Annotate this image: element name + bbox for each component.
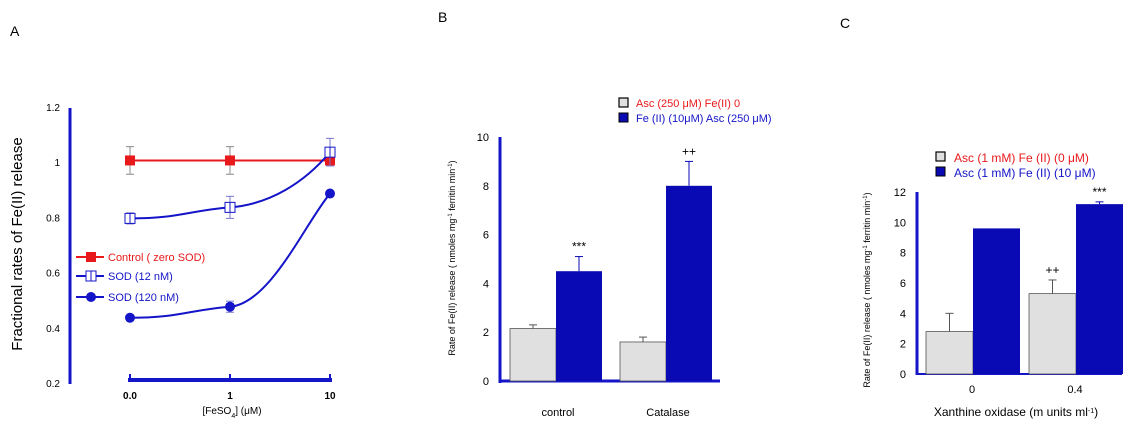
legend-control-marker <box>86 252 96 262</box>
panel-a-x-label: [FeSO4] (μM) <box>202 406 261 420</box>
panel-c-chart: 0 2 4 6 8 10 12 ++ *** Rate of Fe(II) release (… <box>862 151 1123 419</box>
panel-b-legend-label-1: Asc (250 μM) Fe(II) 0 <box>636 98 740 110</box>
panel-c-legend-swatch-2 <box>935 166 946 177</box>
panel-a-y-label: Fractional rates of Fe(II) release <box>9 137 26 350</box>
panel-b-legend-swatch-2 <box>618 112 629 123</box>
panel-b-category-catalase: Catalase <box>646 407 689 419</box>
panel-c-y-tick-label: 10 <box>894 217 906 229</box>
panel-a-y-tick-label: 0.4 <box>46 324 60 335</box>
panel-b-bar-0-1 <box>556 271 602 381</box>
panel-b-y-tick-label: 6 <box>483 230 489 242</box>
panel-a-point-control <box>125 155 135 166</box>
panel-b-chart: 0 2 4 6 8 10 *** ++ Rate of Fe(II) release ( n… <box>447 97 772 419</box>
panel-a-point-sod120 <box>225 301 235 312</box>
panel-b-y-tick-label: 4 <box>483 278 489 290</box>
panel-b-significance-label: *** <box>572 240 586 254</box>
panel-a-y-tick-label: 0.6 <box>46 269 60 280</box>
panel-b-legend-swatch-1 <box>618 97 629 108</box>
panel-a-point-control <box>225 155 235 166</box>
panel-c-category-0: 0 <box>969 384 975 396</box>
panel-c-significance-label: ++ <box>1045 263 1059 277</box>
panel-c-category-0-4: 0.4 <box>1067 384 1082 396</box>
panel-c-legend: Asc (1 mM) Fe (II) (0 μM) Asc (1 mM) Fe … <box>935 151 1096 180</box>
panel-a-x-tick-label: 1 <box>227 391 233 402</box>
panel-b-y-tick-label: 0 <box>483 376 489 388</box>
panel-c-y-tick-label: 0 <box>900 369 906 381</box>
panel-a-y-tick-label: 0.2 <box>46 379 60 390</box>
panel-c-bar-0-0 <box>925 331 974 375</box>
panel-b-y-ticks: 0 2 4 6 8 10 <box>477 132 489 388</box>
panel-b-bar-0-0 <box>509 328 557 382</box>
panel-a-chart: 0.2 0.4 0.6 0.8 1 1.2 0.0 1 10 Fractional rates… <box>9 103 336 420</box>
panel-b-y-tick-label: 10 <box>477 132 489 144</box>
panel-c-bar-0-1 <box>973 228 1020 374</box>
panel-letter-a: A <box>10 23 20 39</box>
legend-control-label: Control ( zero SOD) <box>108 252 205 264</box>
panel-a-x-tick-label: 10 <box>324 391 336 402</box>
panel-a-y-ticks: 0.2 0.4 0.6 0.8 1 1.2 <box>46 103 60 390</box>
panel-a-legend: Control ( zero SOD) SOD (12 nM) SOD (120… <box>76 252 205 304</box>
panel-b-category-control: control <box>541 407 574 419</box>
panel-c-y-label: Rate of Fe(II) release ( nmoles mg-1 fer… <box>862 192 872 387</box>
panel-c-y-ticks: 0 2 4 6 8 10 12 <box>894 187 906 381</box>
panel-c-y-tick-label: 2 <box>900 339 906 351</box>
panel-b-y-tick-label: 8 <box>483 181 489 193</box>
legend-sod120-label: SOD (120 nM) <box>108 292 179 304</box>
panel-a-x-tick-label: 0.0 <box>123 391 137 402</box>
panel-a-y-tick-label: 1.2 <box>46 103 60 114</box>
panel-c-y-tick-label: 6 <box>900 278 906 290</box>
panel-c-y-tick-label: 8 <box>900 248 906 260</box>
panel-c-legend-swatch-1 <box>935 151 946 162</box>
panel-b-legend-label-2: Fe (II) (10μM) Asc (250 μM) <box>636 113 772 125</box>
panel-c-bars: ++ *** <box>925 185 1123 375</box>
panel-b-bar-1-1 <box>666 185 712 381</box>
panel-c-significance-label: *** <box>1092 185 1106 199</box>
panel-c-bar-1-0 <box>1028 293 1077 375</box>
panel-a-series <box>124 137 336 323</box>
panel-b-bar-1-0 <box>619 341 667 382</box>
panel-a-point-sod120 <box>325 188 335 199</box>
panel-a-point-sod120 <box>125 312 135 323</box>
panel-c-legend-label-1: Asc (1 mM) Fe (II) (0 μM) <box>954 151 1089 165</box>
panel-c-y-tick-label: 12 <box>894 187 906 199</box>
panel-c-legend-label-2: Asc (1 mM) Fe (II) (10 μM) <box>954 166 1096 180</box>
panel-b-significance-label: ++ <box>682 144 696 158</box>
panel-b-bars: *** ++ <box>509 144 712 382</box>
panel-letter-c: C <box>840 15 850 31</box>
panel-c-x-label: Xanthine oxidase (m units ml-1) <box>934 405 1098 419</box>
panel-a-x-ticks: 0.0 1 10 <box>123 374 336 402</box>
panel-c-bar-1-1 <box>1076 204 1123 374</box>
panel-a-y-tick-label: 0.8 <box>46 213 60 224</box>
panel-b-y-label: Rate of Fe(II) release ( nmoles mg-1 fer… <box>447 160 457 355</box>
panel-c-y-tick-label: 4 <box>900 308 906 320</box>
panel-b-y-tick-label: 2 <box>483 327 489 339</box>
legend-sod120-marker <box>86 292 96 302</box>
panel-b-legend: Asc (250 μM) Fe(II) 0 Fe (II) (10μM) Asc… <box>618 97 772 125</box>
panel-a-y-tick-label: 1 <box>54 158 60 169</box>
panel-letter-b: B <box>438 9 447 25</box>
legend-sod12-label: SOD (12 nM) <box>108 271 173 283</box>
